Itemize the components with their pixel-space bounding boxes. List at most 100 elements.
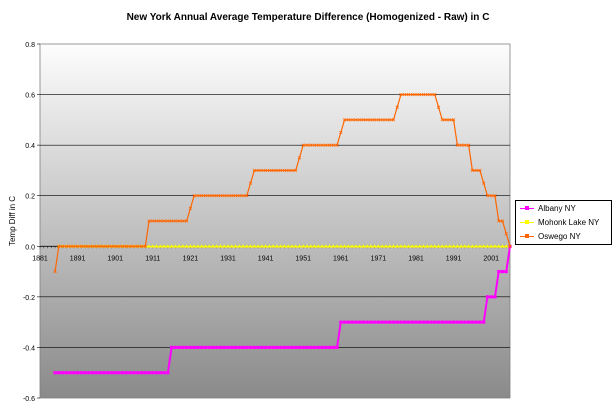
data-point (237, 345, 241, 350)
data-point (218, 244, 223, 248)
data-point (297, 156, 302, 160)
data-point (230, 345, 234, 350)
data-point (324, 345, 328, 350)
data-point (106, 371, 110, 375)
data-point (350, 244, 354, 248)
data-point (169, 219, 174, 223)
data-point (425, 92, 429, 97)
data-point (399, 92, 403, 97)
data-point (215, 194, 219, 198)
legend-item-albany: Albany NY (516, 202, 611, 215)
data-point (64, 244, 69, 248)
data-point (267, 345, 271, 350)
data-point (466, 244, 471, 248)
data-point (282, 168, 287, 173)
data-point (102, 244, 106, 248)
data-point (320, 143, 324, 147)
data-point (113, 371, 117, 375)
data-point (346, 244, 351, 248)
data-point (124, 244, 129, 248)
data-point (147, 244, 151, 248)
x-tick-label: 1971 (371, 255, 387, 262)
data-point (376, 118, 381, 122)
data-point (121, 244, 125, 248)
data-point (211, 194, 215, 198)
data-point (256, 345, 260, 350)
data-point (229, 244, 234, 248)
data-point (436, 105, 441, 109)
data-point (395, 244, 399, 248)
data-point (421, 244, 426, 248)
data-point (215, 345, 219, 350)
data-point (448, 244, 452, 248)
data-point (211, 244, 215, 248)
data-point (177, 345, 181, 350)
data-point (170, 345, 174, 350)
data-point (433, 244, 437, 248)
data-point (226, 345, 230, 350)
data-point (455, 244, 460, 248)
y-tick-label: 0.0 (25, 244, 35, 251)
data-point (293, 168, 298, 173)
data-point (143, 371, 147, 375)
data-point (418, 92, 422, 97)
data-point (147, 371, 151, 375)
x-tick-label: 1981 (408, 255, 424, 262)
data-point (173, 345, 177, 350)
data-point (466, 143, 471, 147)
legend-label-albany: Albany NY (538, 204, 576, 213)
data-point (481, 181, 486, 185)
legend-label-mohonk-lake: Mohonk Lake NY (538, 218, 600, 227)
data-point (60, 371, 65, 375)
data-point (391, 118, 396, 122)
data-point (369, 320, 373, 324)
legend-label-oswego: Oswego NY (538, 232, 581, 241)
data-point (481, 244, 486, 248)
data-point (414, 92, 418, 97)
x-tick-label: 1881 (32, 255, 48, 262)
data-point (406, 244, 411, 248)
data-point (177, 244, 181, 248)
data-point (497, 219, 501, 223)
data-point (448, 320, 452, 324)
data-point (384, 118, 388, 122)
data-point (222, 194, 226, 198)
data-point (72, 371, 76, 375)
data-point (463, 320, 467, 324)
data-point (335, 345, 339, 350)
data-point (241, 194, 245, 198)
data-point (128, 371, 132, 375)
chart-title: New York Annual Average Temperature Diff… (127, 12, 490, 23)
data-point (230, 194, 234, 198)
data-point (361, 244, 366, 248)
data-point (463, 244, 467, 248)
data-point (87, 244, 91, 248)
data-point (384, 320, 388, 324)
data-point (185, 345, 189, 350)
data-point (158, 219, 163, 223)
data-point (226, 244, 230, 248)
data-point (181, 345, 185, 350)
data-point (301, 345, 305, 350)
data-point (417, 244, 422, 248)
data-point (335, 143, 339, 147)
data-point (369, 244, 373, 248)
data-point (279, 345, 283, 350)
data-point (278, 168, 283, 173)
data-point (57, 371, 61, 375)
data-point (346, 320, 350, 324)
data-point (421, 92, 426, 97)
legend-swatch-mohonk-lake (520, 220, 534, 224)
x-tick-label: 1891 (70, 255, 86, 262)
data-point (297, 345, 302, 350)
data-point (169, 244, 174, 248)
data-point (496, 244, 501, 248)
data-point (455, 143, 460, 147)
data-point (339, 320, 343, 324)
x-tick-label: 1961 (333, 255, 349, 262)
data-point (233, 244, 238, 248)
data-point (252, 244, 257, 248)
data-point (444, 320, 448, 324)
data-point (433, 92, 437, 97)
